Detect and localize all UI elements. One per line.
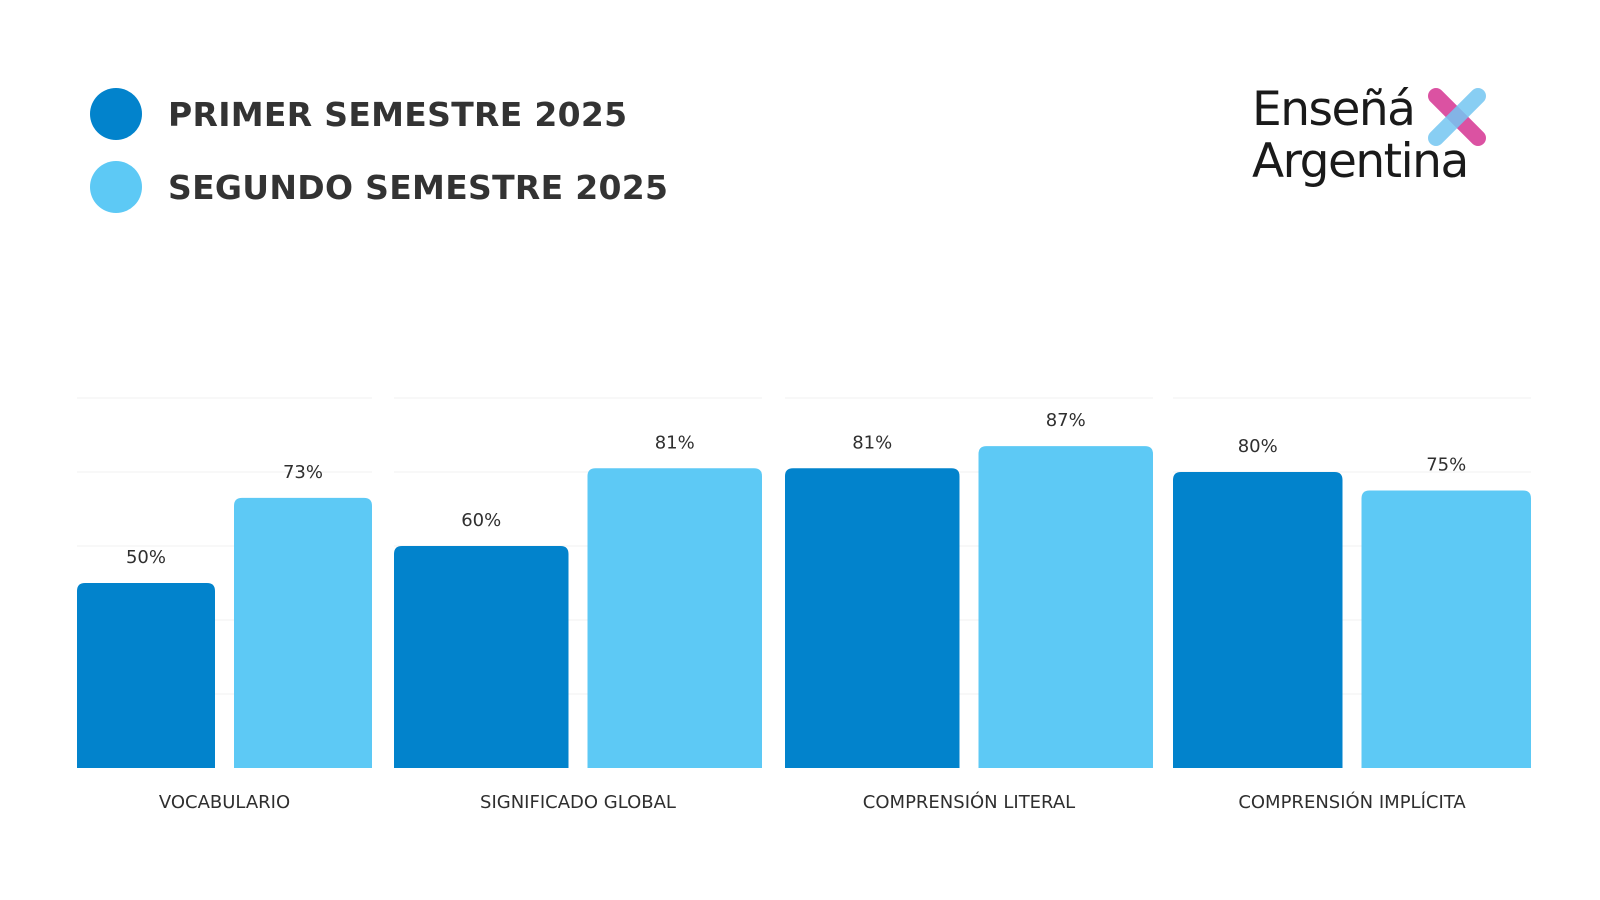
bar-primer-1 xyxy=(394,546,569,768)
logo-text-line1: Enseñá xyxy=(1252,82,1416,137)
category-label-1: SIGNIFICADO GLOBAL xyxy=(480,792,676,813)
ensena-argentina-logo: Enseñá Argentina xyxy=(1252,80,1492,200)
category-label-3: COMPRENSIÓN IMPLÍCITA xyxy=(1238,791,1466,813)
data-label-segundo-2: 87% xyxy=(1046,410,1086,431)
category-label-0: VOCABULARIO xyxy=(159,792,290,813)
legend: PRIMER SEMESTRE 2025 SEGUNDO SEMESTRE 20… xyxy=(90,88,668,234)
legend-swatch-primer-semestre xyxy=(90,88,142,140)
bar-segundo-1 xyxy=(587,468,762,768)
data-label-primer-2: 81% xyxy=(852,432,892,453)
data-label-segundo-1: 81% xyxy=(655,432,695,453)
bar-segundo-3 xyxy=(1361,490,1531,768)
logo-x-icon xyxy=(1428,88,1486,146)
data-label-primer-1: 60% xyxy=(461,510,501,531)
category-label-2: COMPRENSIÓN LITERAL xyxy=(863,791,1075,813)
legend-item-segundo-semestre: SEGUNDO SEMESTRE 2025 xyxy=(90,161,668,213)
bar-segundo-2 xyxy=(978,446,1153,768)
legend-label-segundo-semestre: SEGUNDO SEMESTRE 2025 xyxy=(168,167,669,207)
bar-primer-0 xyxy=(77,583,215,768)
data-label-primer-3: 80% xyxy=(1238,436,1278,457)
legend-swatch-segundo-semestre xyxy=(90,161,142,213)
data-label-segundo-3: 75% xyxy=(1426,455,1466,476)
bar-primer-3 xyxy=(1173,472,1343,768)
bar-segundo-0 xyxy=(234,497,372,768)
legend-label-primer-semestre: PRIMER SEMESTRE 2025 xyxy=(168,94,628,134)
bar-primer-2 xyxy=(785,468,960,768)
legend-item-primer-semestre: PRIMER SEMESTRE 2025 xyxy=(90,88,668,140)
data-label-segundo-0: 73% xyxy=(283,462,323,483)
logo-text-line2: Argentina xyxy=(1252,134,1469,189)
data-label-primer-0: 50% xyxy=(126,547,166,568)
